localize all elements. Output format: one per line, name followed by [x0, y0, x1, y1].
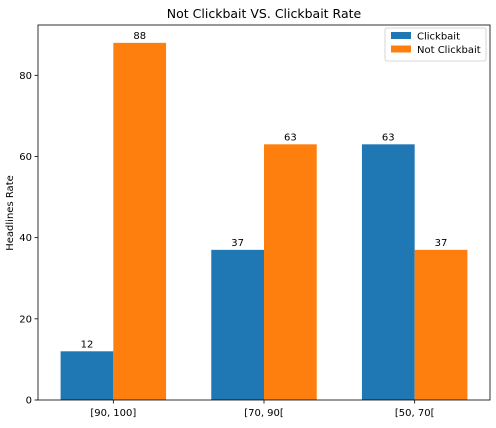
- bar-not-clickbait-1: [264, 144, 317, 400]
- x-tick-label: [50, 70[: [395, 408, 435, 419]
- legend: Clickbait Not Clickbait: [384, 27, 487, 62]
- legend-swatch: [391, 45, 411, 53]
- x-tick-label: [90, 100]: [90, 408, 136, 419]
- chart-title: Not Clickbait VS. Clickbait Rate: [167, 6, 362, 21]
- y-axis-label: Headlines Rate: [5, 175, 16, 251]
- x-tick-label: [70, 90[: [244, 408, 284, 419]
- legend-label: Not Clickbait: [417, 45, 481, 56]
- bar-clickbait-2: [361, 144, 415, 400]
- legend-swatch: [391, 32, 411, 39]
- data-label: 63: [284, 132, 297, 143]
- data-label: 63: [382, 132, 395, 143]
- plot-area: 12 37 63 88 63 37 0 20 40 60 80 [90, 100] [70, 90[ [5…: [19, 24, 491, 419]
- data-label: 12: [81, 339, 94, 350]
- y-tick-label: 60: [19, 152, 32, 163]
- data-label: 37: [231, 238, 244, 249]
- legend-label: Clickbait: [417, 32, 460, 43]
- bar-clickbait-1: [211, 249, 264, 400]
- bar-clickbait-0: [60, 351, 114, 400]
- y-tick-label: 40: [19, 233, 32, 244]
- y-tick-label: 20: [19, 314, 32, 325]
- y-tick-label: 0: [26, 396, 32, 407]
- y-tick-label: 80: [19, 71, 32, 82]
- bar-not-clickbait-2: [414, 249, 468, 400]
- bar-not-clickbait-0: [113, 42, 167, 401]
- data-label: 88: [133, 31, 146, 42]
- data-label: 37: [435, 238, 448, 249]
